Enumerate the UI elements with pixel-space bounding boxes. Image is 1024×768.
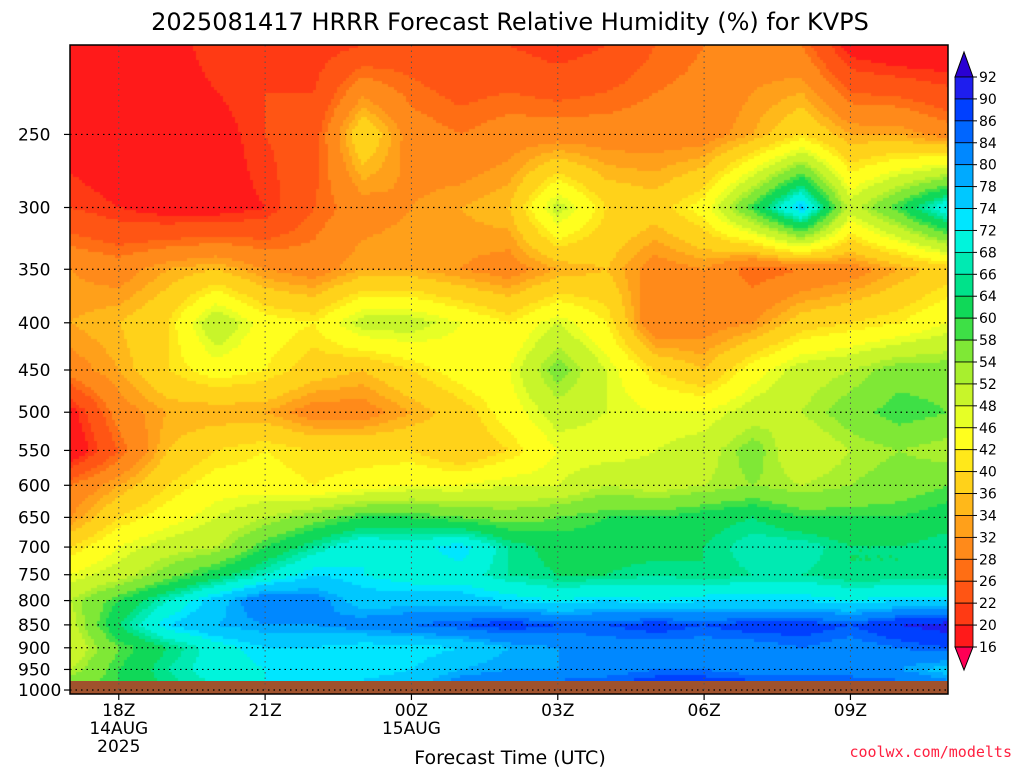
colorbar-swatch (954, 208, 974, 231)
y-tick-label: 500 (18, 403, 50, 423)
colorbar-swatch (954, 427, 974, 451)
colorbar: 92 90 86 84 80 78 74 72 68 66 64 60 58 54 52 48 46 42 40 36… (954, 50, 997, 672)
colorbar-swatch (954, 317, 974, 341)
credit-text: coolwx.com/modelts (849, 743, 1012, 761)
y-tick-label: 800 (18, 592, 50, 612)
colorbar-label: 68 (979, 245, 997, 261)
y-tick-label: 750 (18, 566, 50, 586)
colorbar-label: 86 (979, 114, 997, 130)
colorbar-label: 46 (979, 421, 997, 437)
y-tick-label: 1000 (18, 681, 61, 701)
colorbar-label: 54 (979, 355, 997, 371)
colorbar-swatch (954, 493, 974, 516)
colorbar-label: 52 (979, 377, 997, 393)
y-tick-label: 650 (18, 508, 50, 528)
colorbar-label: 72 (979, 223, 997, 239)
colorbar-label: 26 (979, 574, 997, 590)
grid-lines (70, 45, 948, 694)
y-tick-label: 400 (18, 314, 50, 334)
colorbar-max-arrow (954, 50, 974, 78)
x-tick-label: 21Z (248, 701, 281, 721)
colorbar-swatch (954, 339, 974, 363)
colorbar-swatch (954, 558, 974, 582)
x-tick-label: 15AUG (382, 719, 441, 739)
x-tick-label: 2025 (97, 737, 140, 757)
colorbar-label: 34 (979, 508, 997, 524)
y-tick-label: 300 (18, 198, 50, 218)
colorbar-label: 36 (979, 487, 997, 503)
colorbar-label: 42 (979, 443, 997, 459)
colorbar-swatch (954, 515, 974, 538)
colorbar-swatch (954, 251, 974, 275)
x-tick-label: 18Z (102, 701, 135, 721)
y-tick-label: 450 (18, 361, 50, 381)
surface-band (70, 681, 948, 694)
colorbar-swatch (954, 273, 974, 297)
colorbar-swatch (954, 602, 974, 626)
chart-title: 2025081417 HRRR Forecast Relative Humidi… (151, 8, 869, 36)
colorbar-swatch (954, 471, 974, 494)
colorbar-swatch (954, 295, 974, 319)
colorbar-label: 74 (979, 202, 997, 218)
x-tick-label: 00Z (395, 701, 428, 721)
colorbar-label: 20 (979, 618, 997, 634)
colorbar-swatch (954, 449, 974, 473)
x-tick-label: 09Z (834, 701, 867, 721)
x-tick-label: 06Z (687, 701, 720, 721)
colorbar-swatch (954, 120, 974, 144)
colorbar-label: 48 (979, 399, 997, 415)
colorbar-swatch (954, 76, 974, 100)
colorbar-label: 16 (979, 640, 997, 656)
colorbar-label: 78 (979, 180, 997, 196)
colorbar-swatch (954, 164, 974, 188)
y-tick-label: 700 (18, 538, 50, 558)
colorbar-label: 40 (979, 465, 997, 481)
colorbar-label: 28 (979, 552, 997, 568)
colorbar-label: 84 (979, 136, 997, 152)
y-tick-label: 250 (18, 125, 50, 145)
colorbar-swatch (954, 405, 974, 429)
colorbar-swatch (954, 98, 974, 122)
colorbar-swatch (954, 230, 974, 253)
x-axis-label: Forecast Time (UTC) (414, 747, 605, 768)
colorbar-swatch (954, 580, 974, 604)
colorbar-label: 22 (979, 596, 997, 612)
y-tick-label: 350 (18, 260, 50, 280)
x-tick-label: 03Z (541, 701, 574, 721)
colorbar-label: 80 (979, 158, 997, 174)
colorbar-label: 32 (979, 530, 997, 546)
colorbar-label: 66 (979, 267, 997, 283)
y-axis: 250 300 350 400 450 500 550 600 650 700 750 800 850 9… (18, 125, 70, 701)
humidity-field-image (70, 45, 948, 681)
colorbar-swatch (954, 186, 974, 209)
colorbar-label: 58 (979, 333, 997, 349)
colorbar-swatch (954, 383, 974, 407)
colorbar-swatch (954, 624, 974, 648)
humidity-field (70, 45, 948, 681)
y-tick-label: 550 (18, 441, 50, 461)
colorbar-label: 92 (979, 70, 997, 86)
colorbar-swatch (954, 361, 974, 385)
colorbar-swatch (954, 536, 974, 560)
x-tick-label: 14AUG (89, 719, 148, 739)
y-tick-label: 600 (18, 476, 50, 496)
y-tick-label: 900 (18, 639, 50, 659)
colorbar-min-arrow (954, 646, 974, 672)
colorbar-label: 64 (979, 289, 997, 305)
y-tick-label: 850 (18, 616, 50, 636)
y-tick-label: 950 (18, 660, 50, 680)
colorbar-label: 60 (979, 311, 997, 327)
colorbar-label: 90 (979, 92, 997, 108)
colorbar-swatch (954, 142, 974, 166)
